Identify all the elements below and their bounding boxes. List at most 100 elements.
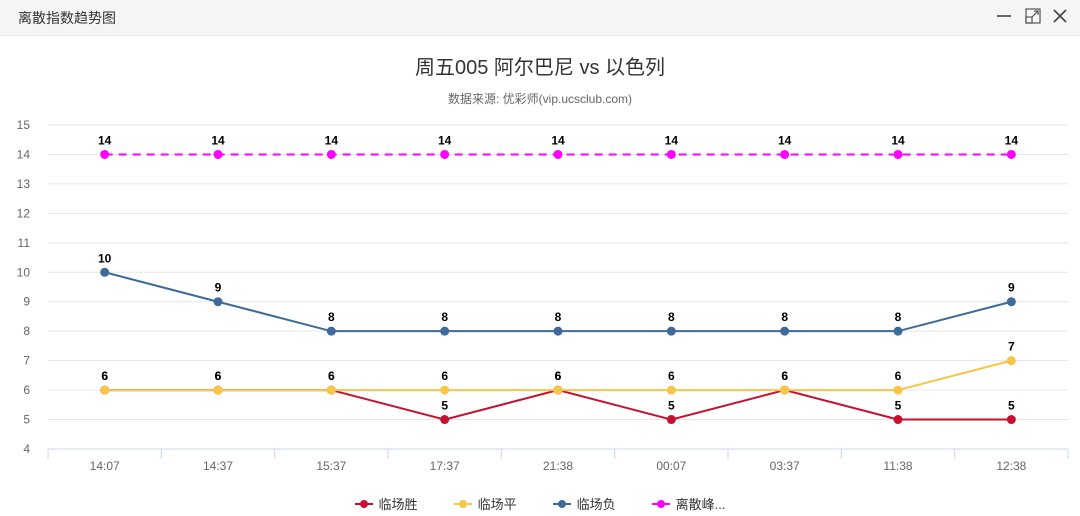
data-label: 14 <box>551 133 565 147</box>
y-tick-label: 8 <box>23 324 30 338</box>
data-label: 5 <box>668 399 675 413</box>
data-point[interactable] <box>213 385 223 395</box>
data-label: 6 <box>101 369 108 383</box>
x-tick-label: 21:38 <box>543 459 573 473</box>
y-tick-label: 10 <box>17 265 31 279</box>
data-point[interactable] <box>326 149 336 159</box>
data-point[interactable] <box>893 149 903 159</box>
data-point[interactable] <box>213 149 223 159</box>
legend-label: 临场平 <box>477 497 517 512</box>
data-point[interactable] <box>553 326 563 336</box>
data-label: 6 <box>441 369 448 383</box>
data-label: 8 <box>441 310 448 324</box>
data-label: 6 <box>555 369 562 383</box>
legend-item[interactable]: 临场平 <box>453 494 517 513</box>
data-label: 14 <box>325 133 339 147</box>
data-point[interactable] <box>666 415 676 425</box>
data-label: 9 <box>1008 281 1015 295</box>
data-point[interactable] <box>213 297 223 307</box>
x-tick-label: 12:38 <box>996 459 1026 473</box>
data-point[interactable] <box>893 326 903 336</box>
data-label: 7 <box>1008 340 1015 354</box>
data-point[interactable] <box>893 385 903 395</box>
legend-item[interactable]: 临场负 <box>552 494 616 513</box>
data-label: 14 <box>98 133 112 147</box>
data-point[interactable] <box>326 385 336 395</box>
data-label: 14 <box>778 133 792 147</box>
data-point[interactable] <box>100 267 110 277</box>
x-tick-label: 14:37 <box>203 459 233 473</box>
legend-item[interactable]: 离散峰... <box>651 494 726 513</box>
data-label: 5 <box>895 399 902 413</box>
data-point[interactable] <box>553 149 563 159</box>
data-label: 8 <box>668 310 675 324</box>
data-label: 6 <box>328 369 335 383</box>
data-label: 6 <box>215 369 222 383</box>
data-point[interactable] <box>1006 415 1016 425</box>
data-point[interactable] <box>893 415 903 425</box>
data-label: 8 <box>555 310 562 324</box>
data-label: 14 <box>211 133 225 147</box>
data-point[interactable] <box>326 326 336 336</box>
y-tick-label: 12 <box>17 206 31 220</box>
data-label: 14 <box>891 133 905 147</box>
data-label: 14 <box>438 133 452 147</box>
legend-marker-icon <box>453 499 472 508</box>
data-label: 5 <box>441 399 448 413</box>
legend-item[interactable]: 临场胜 <box>354 494 418 513</box>
data-point[interactable] <box>780 326 790 336</box>
minimize-icon[interactable] <box>994 6 1014 26</box>
data-point[interactable] <box>440 385 450 395</box>
data-label: 5 <box>1008 399 1015 413</box>
data-point[interactable] <box>1006 297 1016 307</box>
data-point[interactable] <box>780 149 790 159</box>
data-point[interactable] <box>440 415 450 425</box>
x-tick-label: 03:37 <box>770 459 800 473</box>
y-tick-label: 13 <box>17 177 31 191</box>
data-label: 14 <box>665 133 679 147</box>
window-title: 离散指数趋势图 <box>18 10 116 26</box>
x-tick-label: 17:37 <box>430 459 460 473</box>
data-label: 8 <box>328 310 335 324</box>
data-point[interactable] <box>780 385 790 395</box>
data-point[interactable] <box>100 385 110 395</box>
legend-marker-icon <box>651 499 670 508</box>
data-label: 6 <box>781 369 788 383</box>
x-tick-label: 15:37 <box>316 459 346 473</box>
chart-subtitle: 数据来源: 优彩师(vip.ucsclub.com) <box>447 92 633 106</box>
data-point[interactable] <box>666 149 676 159</box>
legend-marker-icon <box>552 499 571 508</box>
data-point[interactable] <box>440 149 450 159</box>
data-label: 6 <box>895 369 902 383</box>
y-tick-label: 6 <box>23 383 30 397</box>
data-point[interactable] <box>100 149 110 159</box>
data-point[interactable] <box>666 385 676 395</box>
data-label: 6 <box>215 369 222 383</box>
data-point[interactable] <box>1006 149 1016 159</box>
y-tick-label: 9 <box>23 295 30 309</box>
data-point[interactable] <box>440 326 450 336</box>
x-tick-label: 00:07 <box>656 459 686 473</box>
data-label: 9 <box>215 281 222 295</box>
legend-marker-icon <box>354 499 373 508</box>
chart-legend: 临场胜 临场平 临场负 离散峰... <box>0 494 1080 513</box>
y-tick-label: 11 <box>18 236 31 250</box>
chart-title: 周五005 阿尔巴尼 vs 以色列 <box>414 57 666 79</box>
x-tick-label: 14:07 <box>90 459 120 473</box>
legend-label: 临场胜 <box>378 497 418 512</box>
legend-label: 离散峰... <box>675 497 726 512</box>
y-tick-label: 7 <box>23 354 30 368</box>
series-line <box>100 149 1016 159</box>
y-tick-label: 15 <box>17 118 31 132</box>
data-label: 8 <box>781 310 788 324</box>
data-label: 6 <box>781 369 788 383</box>
data-label: 10 <box>98 251 112 265</box>
y-tick-label: 14 <box>17 147 31 161</box>
data-point[interactable] <box>666 326 676 336</box>
maximize-icon[interactable] <box>1023 6 1043 26</box>
y-tick-label: 4 <box>23 442 30 456</box>
close-icon[interactable] <box>1050 6 1070 26</box>
data-point[interactable] <box>1006 356 1016 366</box>
data-point[interactable] <box>553 385 563 395</box>
